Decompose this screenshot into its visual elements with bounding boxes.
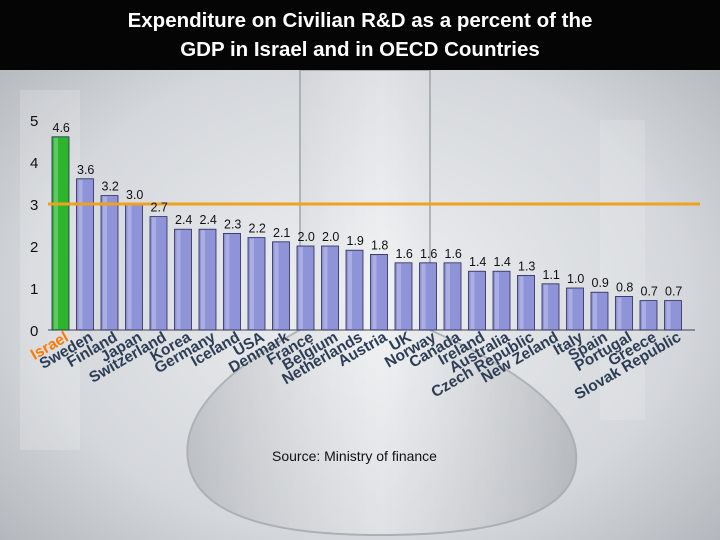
bar-sheen	[274, 242, 279, 329]
bar-sheen	[568, 289, 573, 329]
y-tick-label: 3	[30, 197, 38, 214]
bar-switzerland	[149, 216, 168, 331]
bar-germany	[198, 228, 217, 331]
value-label: 1.8	[371, 238, 388, 252]
bar-uk	[394, 262, 413, 331]
y-tick-label: 4	[30, 155, 38, 172]
value-label: 2.1	[273, 226, 290, 240]
bar-sheen	[544, 284, 548, 329]
bar-sheen	[397, 263, 401, 329]
bar-sheen	[103, 196, 107, 329]
bar-sheen	[348, 251, 352, 329]
bar-canada	[443, 262, 462, 331]
y-tick-label: 5	[30, 113, 38, 130]
bar-austria	[370, 253, 388, 331]
bar-france	[296, 245, 315, 331]
title-line-1: Expenditure on Civilian R&D as a percent…	[127, 9, 593, 32]
bar-norway	[419, 262, 437, 331]
bar-sheen	[323, 247, 328, 329]
bar-netherlands	[345, 249, 364, 331]
y-tick-label: 1	[30, 281, 38, 298]
bar-usa	[247, 237, 266, 331]
bar-sheen	[593, 293, 597, 329]
value-label: 3.0	[126, 188, 143, 202]
bar-belgium	[321, 245, 339, 331]
bar-sheen	[225, 234, 230, 329]
value-label: 2.4	[175, 213, 192, 227]
bar-finland	[100, 195, 119, 331]
bar-sheen	[176, 230, 181, 329]
value-label: 3.2	[102, 180, 119, 194]
value-label: 1.4	[494, 255, 511, 269]
bar-denmark	[272, 241, 290, 331]
chart-title: Expenditure on Civilian R&D as a percent…	[0, 6, 720, 64]
value-label: 2.0	[298, 230, 315, 244]
bar-korea	[174, 228, 192, 331]
value-label: 2.3	[224, 217, 241, 231]
y-tick-label: 2	[30, 239, 38, 256]
title-line-2: GDP in Israel and in OECD Countries	[180, 38, 540, 61]
value-label: 4.6	[53, 121, 70, 135]
value-label: 2.4	[200, 213, 217, 227]
source-note: Source: Ministry of finance	[272, 448, 437, 464]
bar-sheen	[250, 238, 254, 329]
bar-israel	[51, 136, 70, 331]
bar-greece	[639, 300, 658, 331]
value-label: 0.7	[641, 285, 658, 299]
bar-australia	[492, 270, 511, 331]
value-label: 3.6	[77, 163, 94, 177]
bar-sheen	[201, 230, 205, 329]
bar-sheen	[470, 272, 475, 329]
title-bar	[0, 0, 720, 70]
bar-sheen	[421, 263, 426, 329]
bar-sheen	[617, 297, 622, 329]
value-label: 2.7	[151, 201, 168, 215]
bar-ireland	[468, 270, 486, 331]
bar-portugal	[615, 295, 633, 331]
value-label: 1.4	[469, 255, 486, 269]
bar-sheen	[495, 272, 499, 329]
bar-sheen	[666, 301, 671, 329]
value-label: 1.3	[518, 259, 535, 273]
bar-sheen	[372, 255, 377, 329]
value-label: 2.0	[322, 230, 339, 244]
bar-sheen	[299, 247, 303, 329]
bar-sweden	[76, 178, 94, 331]
bar-new-zeland	[541, 283, 560, 331]
value-label: 0.8	[616, 280, 633, 294]
value-label: 1.6	[445, 247, 462, 261]
value-label: 1.9	[347, 234, 364, 248]
bar-sheen	[54, 137, 58, 329]
value-label: 0.9	[592, 276, 609, 290]
bar-italy	[566, 287, 584, 331]
y-tick-label: 0	[30, 323, 38, 340]
bar-sheen	[519, 276, 524, 329]
bar-slovak-republic	[664, 300, 682, 331]
bar-sheen	[127, 205, 132, 329]
bar-sheen	[78, 179, 83, 329]
bar-sheen	[152, 217, 156, 329]
value-label: 2.2	[249, 222, 266, 236]
value-label: 1.6	[420, 247, 437, 261]
value-label: 1.6	[396, 247, 413, 261]
value-label: 1.0	[567, 272, 584, 286]
bar-czech-republic	[517, 274, 535, 331]
bar-sheen	[642, 301, 646, 329]
bar-spain	[590, 291, 609, 331]
bar-iceland	[223, 232, 241, 331]
bar-sheen	[446, 263, 450, 329]
value-label: 1.1	[543, 268, 560, 282]
value-label: 0.7	[665, 285, 682, 299]
